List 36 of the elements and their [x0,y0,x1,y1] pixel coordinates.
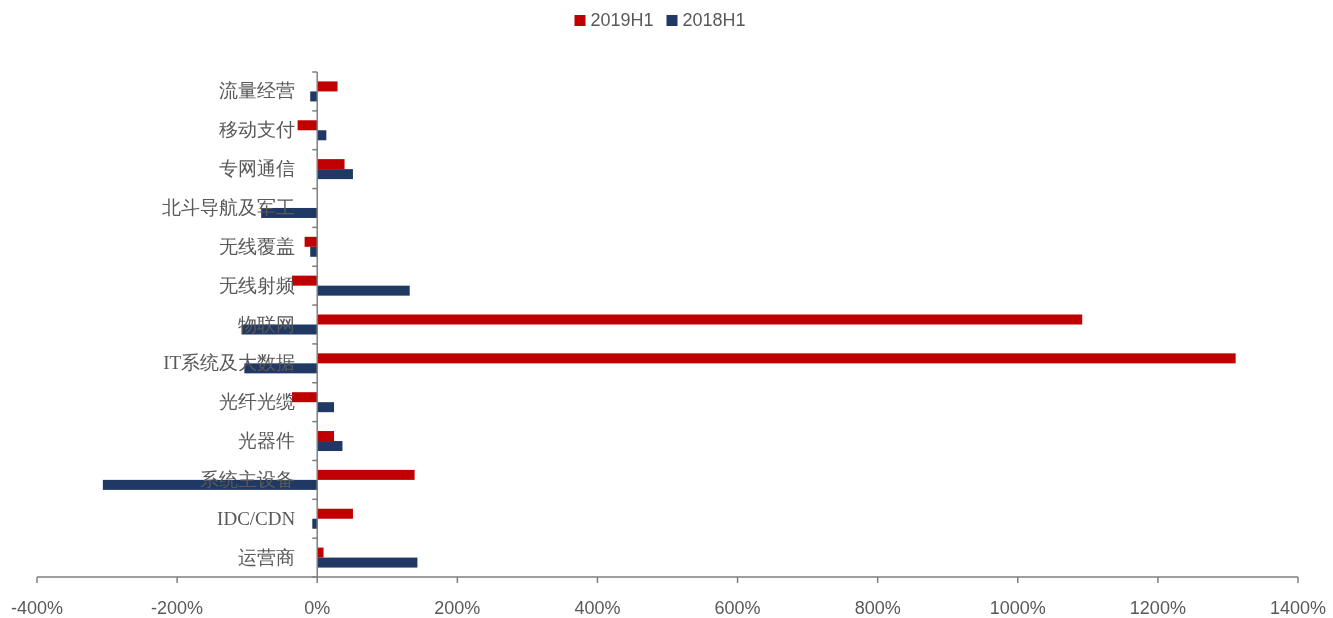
bar [317,547,324,558]
y-tick-label: 运营商 [238,546,296,568]
y-tick-label: 无线覆盖 [219,235,296,257]
x-tick-label: 600% [714,598,761,618]
x-tick-label: -400% [10,598,64,618]
y-tick-label: 无线射频 [219,274,296,296]
x-tick-label: 0% [304,598,331,618]
bar [317,285,410,296]
bar [317,469,415,480]
bar [317,441,343,452]
bar [317,314,1083,325]
bar [317,353,1236,364]
bar [317,159,345,170]
bar [317,169,353,180]
x-tick-label: 1200% [1129,598,1186,618]
y-tick-label: 专网通信 [219,158,296,180]
x-tick-label: 800% [854,598,901,618]
y-tick-label: IDC/CDN [217,507,296,529]
legend-label: 2018H1 [682,10,746,30]
legend-label: 2019H1 [590,10,654,30]
y-tick-label: 光器件 [238,430,296,452]
y-tick-label: 移动支付 [219,119,296,141]
y-tick-label: 流量经营 [219,80,296,102]
x-tick-label: 400% [574,598,621,618]
bar [297,120,318,131]
x-tick-label: 1000% [989,598,1046,618]
bar [317,402,335,413]
x-tick-label: 200% [434,598,481,618]
bar [317,431,335,442]
x-tick-label: -200% [151,598,204,618]
y-tick-label: 系统主设备 [200,468,296,490]
bar [317,508,353,519]
bar [317,81,338,92]
x-tick-label: 1400% [1269,598,1327,618]
y-tick-label: 光纤光缆 [219,391,296,413]
bar [317,557,418,568]
